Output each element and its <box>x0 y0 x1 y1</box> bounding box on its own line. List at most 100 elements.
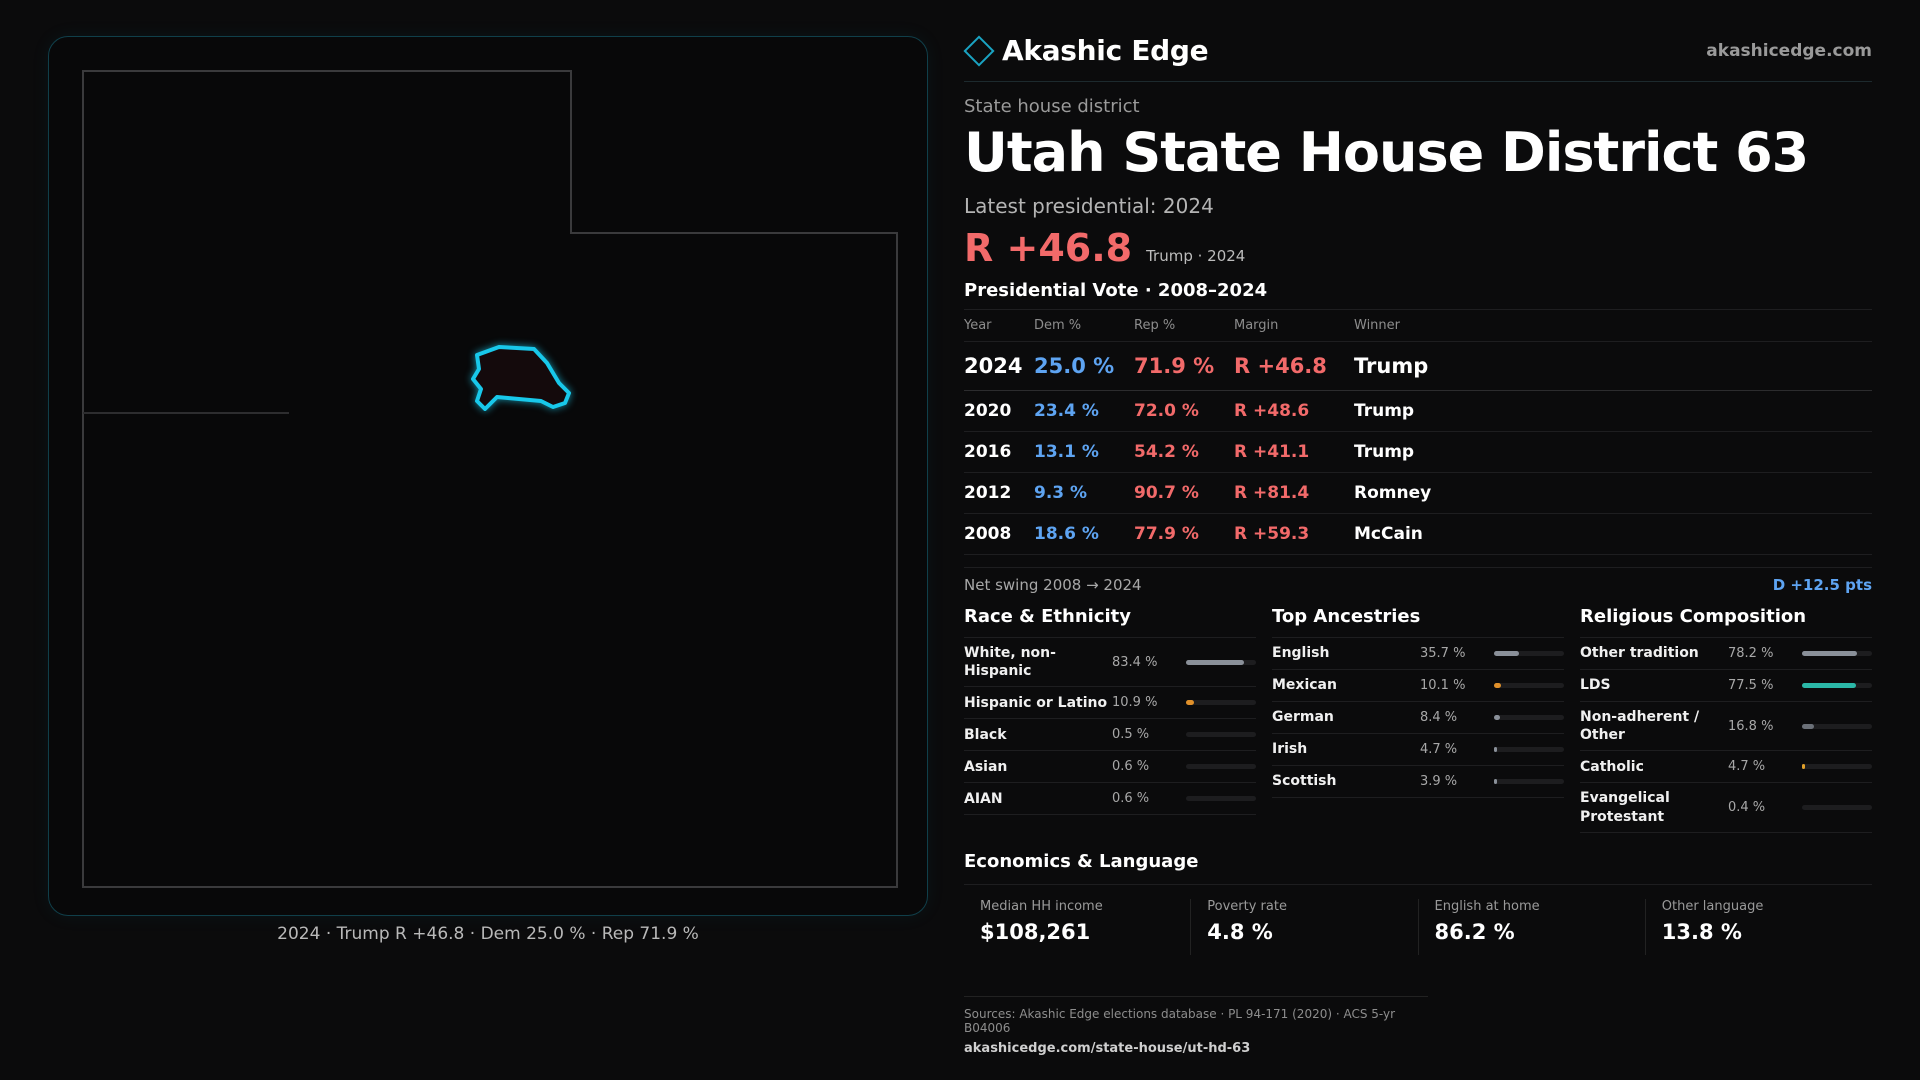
table-row: 2024 25.0 % 71.9 % R +46.8 Trump <box>964 341 1872 391</box>
vote-table-header: Year Dem % Rep % Margin Winner <box>964 310 1872 342</box>
econ-value: 13.8 % <box>1661 919 1742 944</box>
stat-bar-fill <box>1802 651 1857 656</box>
stat-bar <box>1802 805 1872 811</box>
stat-value: 83.4 % <box>1112 654 1158 670</box>
margin-value: R +46.8 <box>964 226 1133 270</box>
district-shape[interactable] <box>471 345 571 411</box>
winner-cell: Trump <box>1354 341 1872 391</box>
stat-row: Hispanic or Latino 10.9 % <box>964 687 1256 720</box>
dem-cell: 23.4 % <box>1034 390 1134 432</box>
latest-presidential-label: Latest presidential: 2024 <box>964 194 1214 218</box>
stat-row: Irish 4.7 % <box>1272 734 1564 766</box>
stat-label: AIAN <box>964 790 1003 807</box>
stat-bar <box>1186 764 1256 770</box>
demographics: Race & Ethnicity White, non-Hispanic 83.4… <box>964 606 1872 833</box>
ancestry-title: Top Ancestries <box>1272 606 1564 638</box>
stat-value: 0.6 % <box>1112 759 1150 775</box>
stat-value: 0.5 % <box>1112 727 1150 743</box>
race-list: White, non-Hispanic 83.4 % Hispanic or Lat… <box>964 638 1256 816</box>
net-swing: Net swing 2008 → 2024 D +12.5 pts <box>964 567 1872 594</box>
econ-label: English at home <box>1434 898 1540 914</box>
stat-bar <box>1494 715 1564 720</box>
econ-value: 86.2 % <box>1434 919 1515 944</box>
stat-label: Hispanic or Latino <box>964 694 1108 711</box>
winner-cell: Romney <box>1354 472 1872 514</box>
sources-text: Sources: Akashic Edge elections database… <box>964 1007 1396 1035</box>
stat-label: Other tradition <box>1580 645 1699 662</box>
stat-bar <box>1494 747 1564 752</box>
stat-bar <box>1802 683 1872 688</box>
page-link[interactable]: akashicedge.com/state-house/ut-hd-63 <box>964 1041 1251 1056</box>
stat-row: Catholic 4.7 % <box>1580 751 1872 784</box>
stat-row: Asian 0.6 % <box>964 751 1256 784</box>
table-row: 2016 13.1 % 54.2 % R +41.1 Trump <box>964 431 1872 473</box>
ancestry-list: English 35.7 % Mexican 10.1 % German 8.4 % Iri… <box>1272 638 1564 798</box>
margin-summary: R +46.8 Trump · 2024 <box>964 226 1872 270</box>
stat-row: Black 0.5 % <box>964 719 1256 752</box>
economics-title: Economics & Language <box>964 851 1872 885</box>
stat-label: LDS <box>1580 677 1611 694</box>
rep-cell: 54.2 % <box>1134 431 1234 473</box>
stat-bar <box>1494 779 1564 784</box>
dem-cell: 18.6 % <box>1034 513 1134 555</box>
economics-stats: Median HH income $108,261 Poverty rate 4… <box>964 898 1872 955</box>
district-map[interactable] <box>49 37 929 917</box>
stat-row: German 8.4 % <box>1272 702 1564 734</box>
stat-bar-fill <box>1802 723 1814 729</box>
margin-cell: R +41.1 <box>1234 431 1354 473</box>
race-section: Race & Ethnicity White, non-Hispanic 83.4… <box>964 606 1256 833</box>
religion-title: Religious Composition <box>1580 606 1872 638</box>
stat-bar-fill <box>1186 659 1245 665</box>
stat-bar-fill <box>1186 700 1194 706</box>
stat-value: 4.7 % <box>1420 742 1458 757</box>
econ-label: Poverty rate <box>1207 898 1287 914</box>
header: Akashic Edge akashicedge.com <box>963 30 1872 82</box>
econ-stat: Other language 13.8 % <box>1644 898 1872 955</box>
diamond-logo-icon <box>963 34 995 67</box>
rep-cell: 71.9 % <box>1134 341 1234 391</box>
stat-bar-fill <box>1494 683 1502 688</box>
stat-value: 77.5 % <box>1728 678 1774 693</box>
rep-cell: 77.9 % <box>1134 513 1234 555</box>
margin-cell: R +81.4 <box>1234 472 1354 514</box>
district-kind: State house district <box>964 96 1140 117</box>
stat-row: Mexican 10.1 % <box>1272 670 1564 702</box>
econ-stat: Poverty rate 4.8 % <box>1190 898 1417 955</box>
stat-bar-fill <box>1802 683 1857 688</box>
footer: Sources: Akashic Edge elections database… <box>964 996 1428 1056</box>
margin-cell: R +59.3 <box>1234 513 1354 555</box>
stat-bar <box>1186 732 1256 738</box>
stat-label: German <box>1272 709 1334 726</box>
rep-cell: 72.0 % <box>1134 390 1234 432</box>
column-header: Rep % <box>1134 310 1234 342</box>
stat-bar-fill <box>1494 651 1519 656</box>
year-cell: 2008 <box>964 513 1034 555</box>
margin-cell: R +48.6 <box>1234 390 1354 432</box>
stat-label: Black <box>964 726 1007 743</box>
table-row: 2008 18.6 % 77.9 % R +59.3 McCain <box>964 513 1872 555</box>
site-link[interactable]: akashicedge.com <box>1706 40 1872 61</box>
econ-value: $108,261 <box>980 919 1091 944</box>
stat-value: 8.4 % <box>1420 710 1458 725</box>
stat-label: Mexican <box>1272 677 1337 694</box>
stat-value: 35.7 % <box>1420 646 1466 661</box>
stat-label: Evangelical Protestant <box>1580 790 1670 825</box>
econ-stat: Median HH income $108,261 <box>964 899 1190 955</box>
brand-name[interactable]: Akashic Edge <box>1002 34 1209 67</box>
stat-bar-fill <box>1494 747 1498 752</box>
year-cell: 2012 <box>964 472 1034 514</box>
map-panel[interactable] <box>48 36 928 916</box>
stat-label: Irish <box>1272 741 1308 758</box>
stat-value: 0.6 % <box>1112 791 1150 807</box>
stat-bar <box>1186 700 1256 706</box>
stat-bar <box>1186 659 1256 665</box>
state-outline <box>82 70 898 888</box>
column-header: Dem % <box>1034 310 1134 342</box>
swing-label: Net swing 2008 → 2024 <box>964 576 1142 594</box>
stat-row: LDS 77.5 % <box>1580 670 1872 702</box>
winner-cell: Trump <box>1354 390 1872 432</box>
econ-value: 4.8 % <box>1207 919 1273 944</box>
stat-bar <box>1802 723 1872 729</box>
stat-label: Non-adherent / Other <box>1580 709 1700 744</box>
dem-cell: 25.0 % <box>1034 341 1134 391</box>
